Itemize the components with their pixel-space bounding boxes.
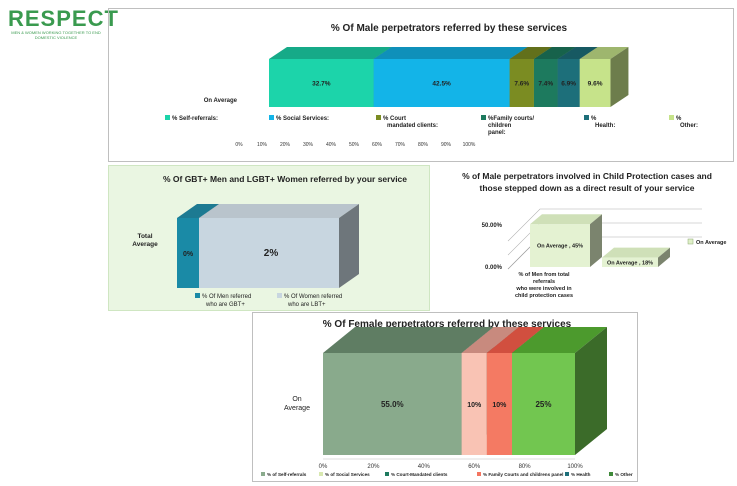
cp-legend-label: On Average (696, 240, 726, 246)
male-legend-item-3: % Court mandated clients: (376, 115, 438, 129)
cp-data-label-2: On Average , 18% (607, 260, 653, 266)
male-data-label-5: 6.9% (561, 81, 576, 88)
child-protection-chart: % of Male perpetrators involved in Child… (462, 171, 726, 299)
cp-category-line-4: child protection cases (515, 293, 573, 299)
svg-text:% Self-referrals:: % Self-referrals: (172, 116, 218, 122)
cp-ytick-0: 0.00% (485, 265, 503, 271)
female-legend-item-6: % Other (609, 472, 633, 477)
male-bar-segment-6: 9.6% (579, 47, 629, 107)
cp-legend-swatch (687, 238, 694, 245)
female-category-line-2: Average (284, 405, 310, 412)
female-xtick-0: 0% (319, 464, 328, 470)
logo-tagline: MEN & WOMEN WORKING TOGETHER TO END DOME… (11, 30, 101, 40)
cp-title-line-2: those stepped down as a direct result of… (480, 183, 695, 193)
child-protection-panel: % of Male perpetrators involved in Child… (432, 165, 734, 311)
male-xtick-6: 60% (372, 142, 383, 148)
female-legend-item-2: % of Social Services (319, 472, 370, 477)
male-data-label-2: 42.5% (432, 81, 451, 88)
male-legend-item-1: % Self-referrals: (165, 115, 218, 122)
cp-bar-1: On Average , 45% (530, 214, 602, 267)
female-chart-title: % Of Female perpetrators referred by the… (323, 319, 572, 330)
female-xtick-3: 60% (468, 464, 481, 470)
female-xtick-5: 100% (567, 464, 583, 470)
svg-text:%Other:: % Other: (676, 116, 698, 129)
male-data-label-4: 7.4% (538, 81, 553, 88)
male-xtick-7: 70% (395, 142, 406, 148)
female-legend-item-1: % of Self-referrals (261, 472, 307, 477)
male-xtick-3: 30% (303, 142, 314, 148)
male-xtick-9: 90% (441, 142, 452, 148)
cp-category-line-3: who were involved in (515, 286, 572, 292)
lgbt-chart-title: % Of GBT+ Men and LGBT+ Women referred b… (163, 174, 407, 184)
cp-category-line-1: % of Men from total (518, 272, 569, 278)
male-data-label-1: 32.7% (312, 81, 331, 88)
logo-wordmark: RESPECT (8, 6, 119, 31)
female-legend-item-4: % Family Courts and childrens panel (477, 472, 563, 477)
male-xtick-10: 100% (463, 142, 476, 148)
female-xtick-2: 40% (418, 464, 431, 470)
cp-gridline-0 (507, 208, 702, 242)
male-bar-segment-1: 32.7% (269, 47, 392, 107)
female-legend-item-5: % Health (565, 472, 591, 477)
lgbt-legend-item-2: % Of Women referred who are LBT+ (277, 293, 342, 308)
svg-text:% Court-Mandated clients: % Court-Mandated clients (391, 472, 448, 477)
male-legend-item-2: % Social Services: (269, 115, 329, 122)
svg-text:% of Self-referrals: % of Self-referrals (267, 472, 307, 477)
female-data-label-4: 25% (535, 400, 551, 409)
cp-ytick-50: 50.00% (482, 223, 503, 229)
lgbt-referrals-panel: % Of GBT+ Men and LGBT+ Women referred b… (108, 165, 430, 311)
svg-text:% Other: % Other (615, 472, 633, 477)
svg-text:%Health:: % Health: (591, 116, 615, 129)
male-data-label-6: 9.6% (588, 81, 603, 88)
female-data-label-3: 10% (492, 402, 507, 409)
svg-text:% Health: % Health (571, 472, 591, 477)
male-xtick-8: 80% (418, 142, 429, 148)
svg-text:% Family Courts and childrens: % Family Courts and childrens panel (483, 472, 563, 477)
female-legend-item-3: % Court-Mandated clients (385, 472, 448, 477)
lgbt-data-label-2: 2% (264, 248, 279, 259)
female-referrals-panel: % Of Female perpetrators referred by the… (252, 312, 638, 482)
lgbt-data-label-1: 0% (183, 251, 194, 258)
female-data-label-1: 55.0% (381, 400, 404, 409)
male-legend-item-6: % Other: (669, 115, 698, 129)
male-xtick-5: 50% (349, 142, 360, 148)
female-data-label-2: 10% (467, 402, 482, 409)
lgbt-bar-segment-2 (199, 204, 359, 288)
male-xtick-0: 0% (235, 142, 243, 148)
male-bar-segment-2: 42.5% (373, 47, 528, 107)
male-xtick-2: 20% (280, 142, 291, 148)
male-data-label-3: 7.6% (514, 81, 529, 88)
cp-bar-2: On Average , 18% (602, 247, 670, 267)
lgbt-legend-item-1: % Of Men referred who are GBT+ (195, 293, 251, 308)
cp-category-line-2: referrals (533, 279, 555, 285)
female-bar-segment-4: 25% (512, 327, 607, 455)
male-xtick-4: 40% (326, 142, 337, 148)
lgbt-category-line-2: Average (132, 241, 158, 248)
lgbt-referrals-chart: % Of GBT+ Men and LGBT+ Women referred b… (132, 174, 407, 308)
male-referrals-chart: % Of Male perpetrators referred by these… (165, 23, 698, 148)
female-category-line-1: On (292, 396, 301, 403)
female-referrals-chart: % Of Female perpetrators referred by the… (261, 319, 633, 477)
female-xtick-1: 20% (367, 464, 380, 470)
male-category-label: On Average (204, 98, 238, 104)
male-referrals-panel: % Of Male perpetrators referred by these… (108, 8, 734, 162)
male-legend-item-5: % Health: (584, 115, 615, 129)
male-legend-item-4: %Family courts/children panel: (481, 115, 534, 136)
male-xtick-1: 10% (257, 142, 268, 148)
female-xtick-4: 80% (519, 464, 532, 470)
svg-text:% Social Services:: % Social Services: (276, 116, 329, 122)
male-chart-title: % Of Male perpetrators referred by these… (331, 23, 568, 34)
respect-logo: RESPECT MEN & WOMEN WORKING TOGETHER TO … (8, 6, 119, 48)
cp-title-line-1: % of Male perpetrators involved in Child… (462, 171, 712, 181)
cp-data-label-1: On Average , 45% (537, 244, 583, 250)
svg-text:% of Social Services: % of Social Services (325, 472, 370, 477)
lgbt-category-line-1: Total (137, 233, 152, 240)
